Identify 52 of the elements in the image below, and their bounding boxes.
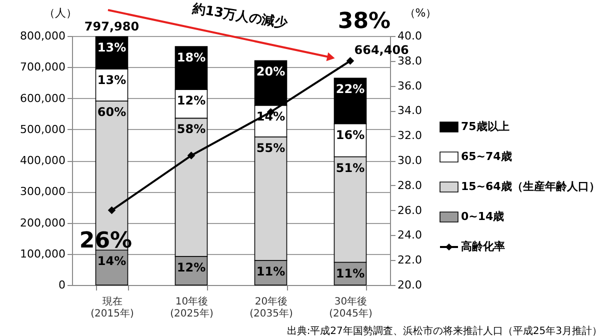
annotation: 16% [336,128,365,142]
y2-axis-title: （%） [404,6,437,20]
y2-tick-label: 36.0 [398,79,422,92]
y-tick-label: 600,000 [20,92,66,105]
y-tick-label: 400,000 [20,154,66,167]
source-note: 出典:平成27年国勢調査、浜松市の将来推計人口（平成25年3月推計） [286,325,602,336]
point [108,206,116,214]
annotation: 55% [256,140,286,155]
y-tick-label: 500,000 [20,122,66,136]
y-tick-label: 0 [58,278,66,292]
legend-label: 0~14歳 [461,210,504,223]
x-tick-label: 10年後 (2025年) [170,296,214,320]
x-tick-label: 30年後 (2045年) [329,296,372,320]
y-tick-label: 800,000 [20,30,66,42]
x-tick-label: 現在 (2015年) [90,296,134,320]
y2-tick-label: 32.0 [398,129,422,142]
annotation: 12% [176,94,206,108]
legend-label: 75歳以上 [461,120,510,133]
y-tick-label: 700,000 [20,60,66,74]
point [187,152,196,160]
annotation: 14% [97,254,126,268]
annotation: 18% [176,50,206,65]
annotation: 22% [336,82,365,96]
annotation: 20% [256,64,286,79]
y2-tick-label: 26.0 [398,204,422,217]
annotation: 11% [256,264,286,278]
text: 約13万人の減少 [190,1,290,32]
annotation: 58% [176,122,206,136]
annotation: 51% [336,160,365,175]
annotation: 13% [97,72,126,87]
y2-tick-label: 40.0 [398,30,422,42]
y2-tick-label: 20.0 [398,278,422,292]
annotation: 60% [97,105,126,120]
annotation: 11% [336,266,365,280]
y2-tick-label: 28.0 [398,178,422,192]
legend-label: 高齢化率 [461,240,505,253]
total-label: 797,980 [84,20,140,34]
annotation: 13% [97,40,126,55]
y-tick-label: 100,000 [20,247,66,260]
data-label: 38% [338,8,391,34]
y2-tick-label: 22.0 [398,254,422,267]
y-tick-label: 200,000 [20,216,66,230]
y2-tick-label: 24.0 [398,228,422,242]
y-tick-label: 300,000 [20,185,66,198]
legend-label: 65~74歳 [461,150,512,163]
legend-label: 15~64歳（生産年齢人口） [461,180,600,193]
annotation: 12% [176,260,206,274]
x-tick-label: 20年後 (2035年) [250,296,293,320]
y2-tick-label: 30.0 [398,154,422,167]
y2-tick-label: 34.0 [398,104,422,118]
y-axis-title: （人） [44,6,77,20]
point [346,57,354,65]
